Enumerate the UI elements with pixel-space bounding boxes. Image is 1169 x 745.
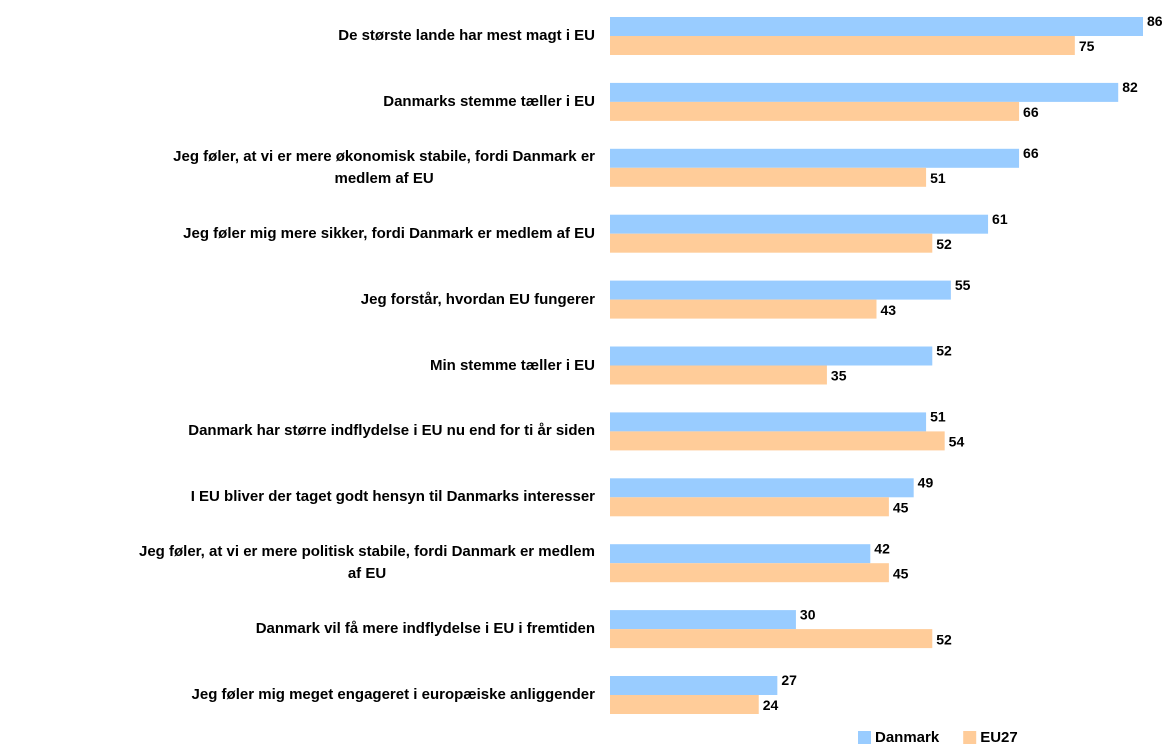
legend-swatch	[963, 731, 977, 744]
value-label: 66	[1023, 145, 1039, 161]
bar	[610, 629, 933, 649]
bar	[610, 431, 945, 451]
value-label: 82	[1122, 79, 1138, 95]
value-label: 42	[874, 540, 890, 556]
category-label: Jeg føler, at vi er mere politisk stabil…	[138, 543, 595, 583]
bar	[610, 346, 933, 366]
bar	[610, 148, 1020, 168]
category-label: I EU bliver der taget godt hensyn til Da…	[190, 488, 595, 506]
value-label: 75	[1079, 38, 1095, 54]
legend-label: EU27	[980, 729, 1018, 745]
bar	[610, 214, 989, 234]
category-label: Jeg forstår, hvordan EU fungerer	[360, 290, 595, 308]
value-label: 35	[831, 368, 847, 384]
category-label: Jeg føler mig meget engageret i europæis…	[191, 686, 595, 703]
category-label: Min stemme tæller i EU	[429, 356, 595, 374]
bar	[610, 36, 1075, 55]
value-label: 30	[800, 606, 816, 622]
bar	[610, 695, 759, 714]
value-label: 61	[992, 211, 1008, 227]
bar	[610, 563, 889, 583]
value-label: 27	[781, 672, 797, 688]
bar	[610, 478, 914, 498]
category-label: Danmark har større indflydelse i EU nu e…	[188, 422, 595, 440]
value-label: 66	[1023, 104, 1039, 120]
bar	[610, 412, 927, 432]
bar	[610, 365, 827, 385]
value-label: 86	[1147, 13, 1163, 29]
category-label: Danmark vil få mere indflydelse i EU i f…	[255, 620, 595, 638]
value-label: 45	[893, 500, 909, 516]
bar	[610, 167, 927, 187]
category-label: Danmarks stemme tæller i EU	[383, 92, 595, 110]
bar	[610, 544, 871, 564]
value-label: 55	[955, 277, 971, 293]
value-label: 54	[949, 434, 965, 450]
category-label: Jeg føler mig mere sikker, fordi Danmark…	[183, 224, 595, 242]
value-label: 52	[936, 236, 952, 252]
bar	[610, 82, 1119, 102]
value-label: 51	[930, 409, 946, 425]
bar	[610, 610, 796, 630]
value-label: 49	[918, 475, 934, 491]
legend-label: Danmark	[875, 729, 940, 745]
bar	[610, 497, 889, 517]
category-label: De største lande har mest magt i EU	[338, 27, 595, 44]
value-label: 43	[881, 302, 897, 318]
bar	[610, 299, 877, 319]
bar	[610, 101, 1020, 121]
value-label: 24	[763, 697, 779, 713]
value-label: 52	[936, 631, 952, 647]
legend-swatch	[858, 731, 871, 744]
value-label: 52	[936, 343, 952, 359]
bar	[610, 280, 951, 300]
value-label: 45	[893, 565, 909, 581]
value-label: 51	[930, 170, 946, 186]
category-label: Jeg føler, at vi er mere økonomisk stabi…	[173, 147, 595, 187]
bar	[610, 233, 933, 253]
bar	[610, 17, 1143, 36]
bar	[610, 676, 778, 695]
